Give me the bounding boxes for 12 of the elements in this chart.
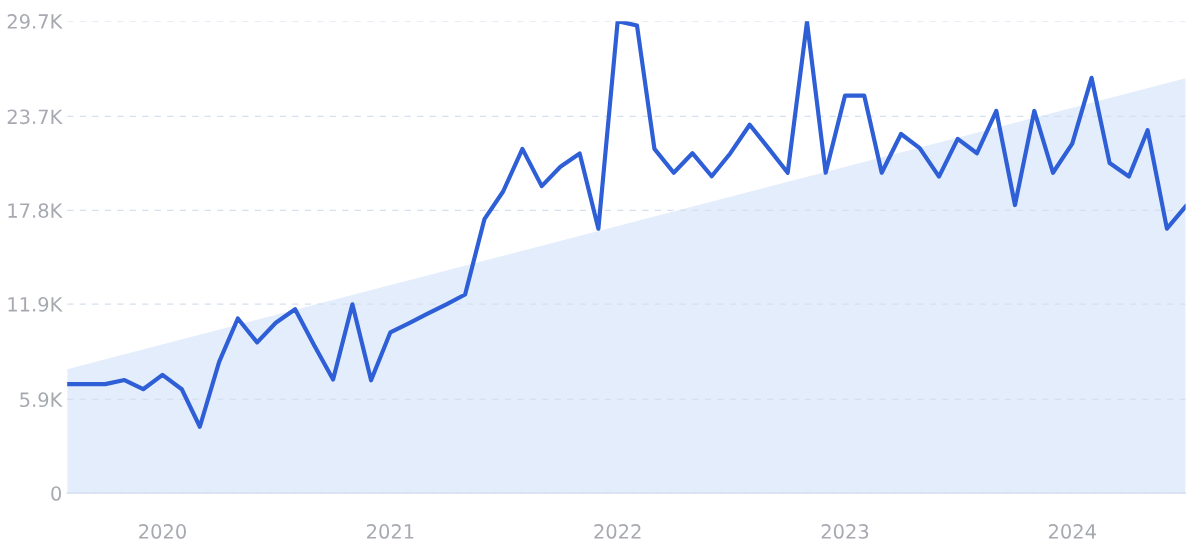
- x-tick-label: 2024: [1048, 524, 1096, 539]
- x-tick-label: 2021: [367, 524, 414, 539]
- y-tick-label: 29.7K: [7, 14, 63, 29]
- y-tick-label: 0: [51, 486, 62, 501]
- y-tick-label: 17.8K: [8, 203, 63, 218]
- line-series: [67, 21, 1186, 429]
- x-tick-label: 2023: [821, 524, 869, 539]
- x-tick-label: 2020: [139, 524, 186, 539]
- y-tick-label: 5.9K: [20, 392, 63, 408]
- x-tick-label: 2022: [594, 524, 641, 539]
- y-tick-label: 23.7K: [7, 109, 63, 125]
- y-tick-label: 11.9K: [8, 296, 63, 312]
